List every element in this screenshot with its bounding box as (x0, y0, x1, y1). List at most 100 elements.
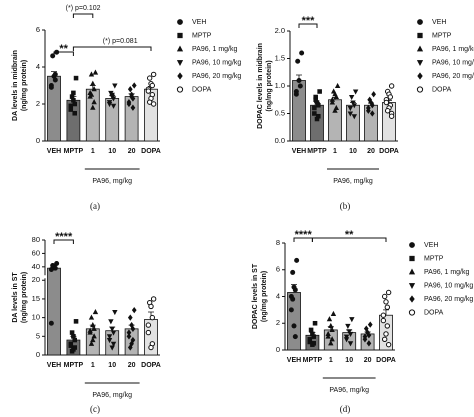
point (88, 91, 95, 97)
y-tick-label: 0 (36, 136, 40, 145)
point (150, 71, 157, 78)
bar (310, 104, 324, 142)
point (290, 269, 296, 275)
x-axis-label: PA96, mg/kg (329, 387, 369, 394)
point (384, 304, 391, 310)
legend-marker (417, 72, 423, 80)
significance-label: **** (295, 229, 313, 241)
panel: 0 5 10 15 20 40 60 80 DA levels in ST (ng/mg prot… (12, 231, 161, 414)
point (388, 113, 395, 119)
legend-label: DOPA (424, 309, 444, 316)
x-tick-label: VEH (47, 148, 61, 155)
point (72, 101, 77, 107)
point (69, 94, 75, 99)
legend-label: PA96, 20 mg/kg (192, 73, 241, 80)
point (92, 308, 99, 315)
point (149, 314, 156, 321)
x-tick-label: 1 (329, 357, 333, 364)
point (91, 86, 97, 92)
point (312, 111, 317, 116)
significance-label: (*) p=0.081 (103, 38, 138, 45)
point (90, 80, 96, 86)
point (348, 94, 355, 101)
x-tick-label: 10 (108, 148, 116, 155)
y-axis-label: DOPAC levels in ST (252, 263, 259, 329)
point (126, 333, 132, 340)
point (146, 75, 153, 81)
point (150, 296, 157, 302)
point (290, 296, 296, 302)
y-tick-label: 6 (276, 265, 280, 274)
y-tick-label: 5 (36, 331, 40, 340)
point (149, 82, 156, 89)
x-tick-label: MPTP (64, 362, 84, 369)
point (90, 104, 96, 110)
point (381, 293, 388, 300)
point (332, 107, 338, 113)
point (68, 103, 74, 109)
legend-label: PA96, 1 mg/kg (192, 46, 238, 53)
point (68, 343, 74, 348)
point (88, 314, 95, 320)
y-tick-label: 6 (36, 25, 40, 34)
point (325, 333, 331, 339)
point (72, 337, 77, 343)
point (109, 345, 115, 351)
point (106, 334, 113, 340)
point (384, 323, 391, 329)
point (366, 332, 372, 339)
bar (124, 96, 139, 142)
x-tick-label: VEH (287, 357, 301, 364)
legend-marker (408, 283, 416, 290)
point (345, 323, 351, 329)
point (145, 329, 152, 336)
significance-bracket (53, 51, 74, 56)
bar (292, 80, 306, 142)
significance-label: ** (345, 229, 354, 241)
point (380, 317, 387, 324)
y-tick-label: 40 (32, 262, 40, 271)
point (92, 69, 99, 75)
point (383, 331, 389, 337)
point (333, 93, 340, 100)
point (329, 99, 336, 105)
x-tick-label: 10 (349, 148, 357, 155)
point (71, 98, 76, 103)
point (385, 289, 392, 296)
y-tick-label: 2.0 (275, 26, 285, 35)
y-axis-label: (ng/mg protein) (266, 60, 273, 111)
point (296, 78, 302, 84)
point (352, 89, 359, 95)
legend-marker (416, 86, 424, 93)
y-axis-label: DOPAC levels in midbrain (257, 43, 264, 129)
point (110, 103, 117, 109)
x-tick-label: 20 (367, 148, 375, 155)
x-tick-label: MPTP (64, 148, 84, 155)
x-tick-label: 20 (364, 357, 372, 364)
y-axis-label: (ng/mg protein) (21, 60, 28, 111)
significance-bracket (72, 13, 94, 18)
legend-label: MPTP (424, 255, 444, 262)
point (384, 108, 391, 114)
legend-marker (409, 242, 415, 248)
point (109, 326, 115, 332)
point (129, 91, 134, 98)
point (71, 90, 76, 96)
y-tick-label: 4 (276, 291, 280, 300)
bar (85, 88, 100, 142)
x-tick-label: 1 (91, 362, 95, 369)
point (343, 337, 350, 343)
point (91, 99, 97, 105)
point (381, 336, 388, 342)
y-tick-label: 4 (36, 62, 40, 71)
x-tick-label: 1 (333, 148, 337, 155)
point (69, 330, 75, 335)
point (54, 260, 60, 266)
x-tick-label: 10 (345, 357, 353, 364)
y-axis-label: (ng/mg protein) (21, 272, 28, 323)
point (150, 101, 157, 107)
point (88, 71, 95, 77)
point (126, 100, 132, 108)
significance-label: ** (59, 43, 68, 55)
